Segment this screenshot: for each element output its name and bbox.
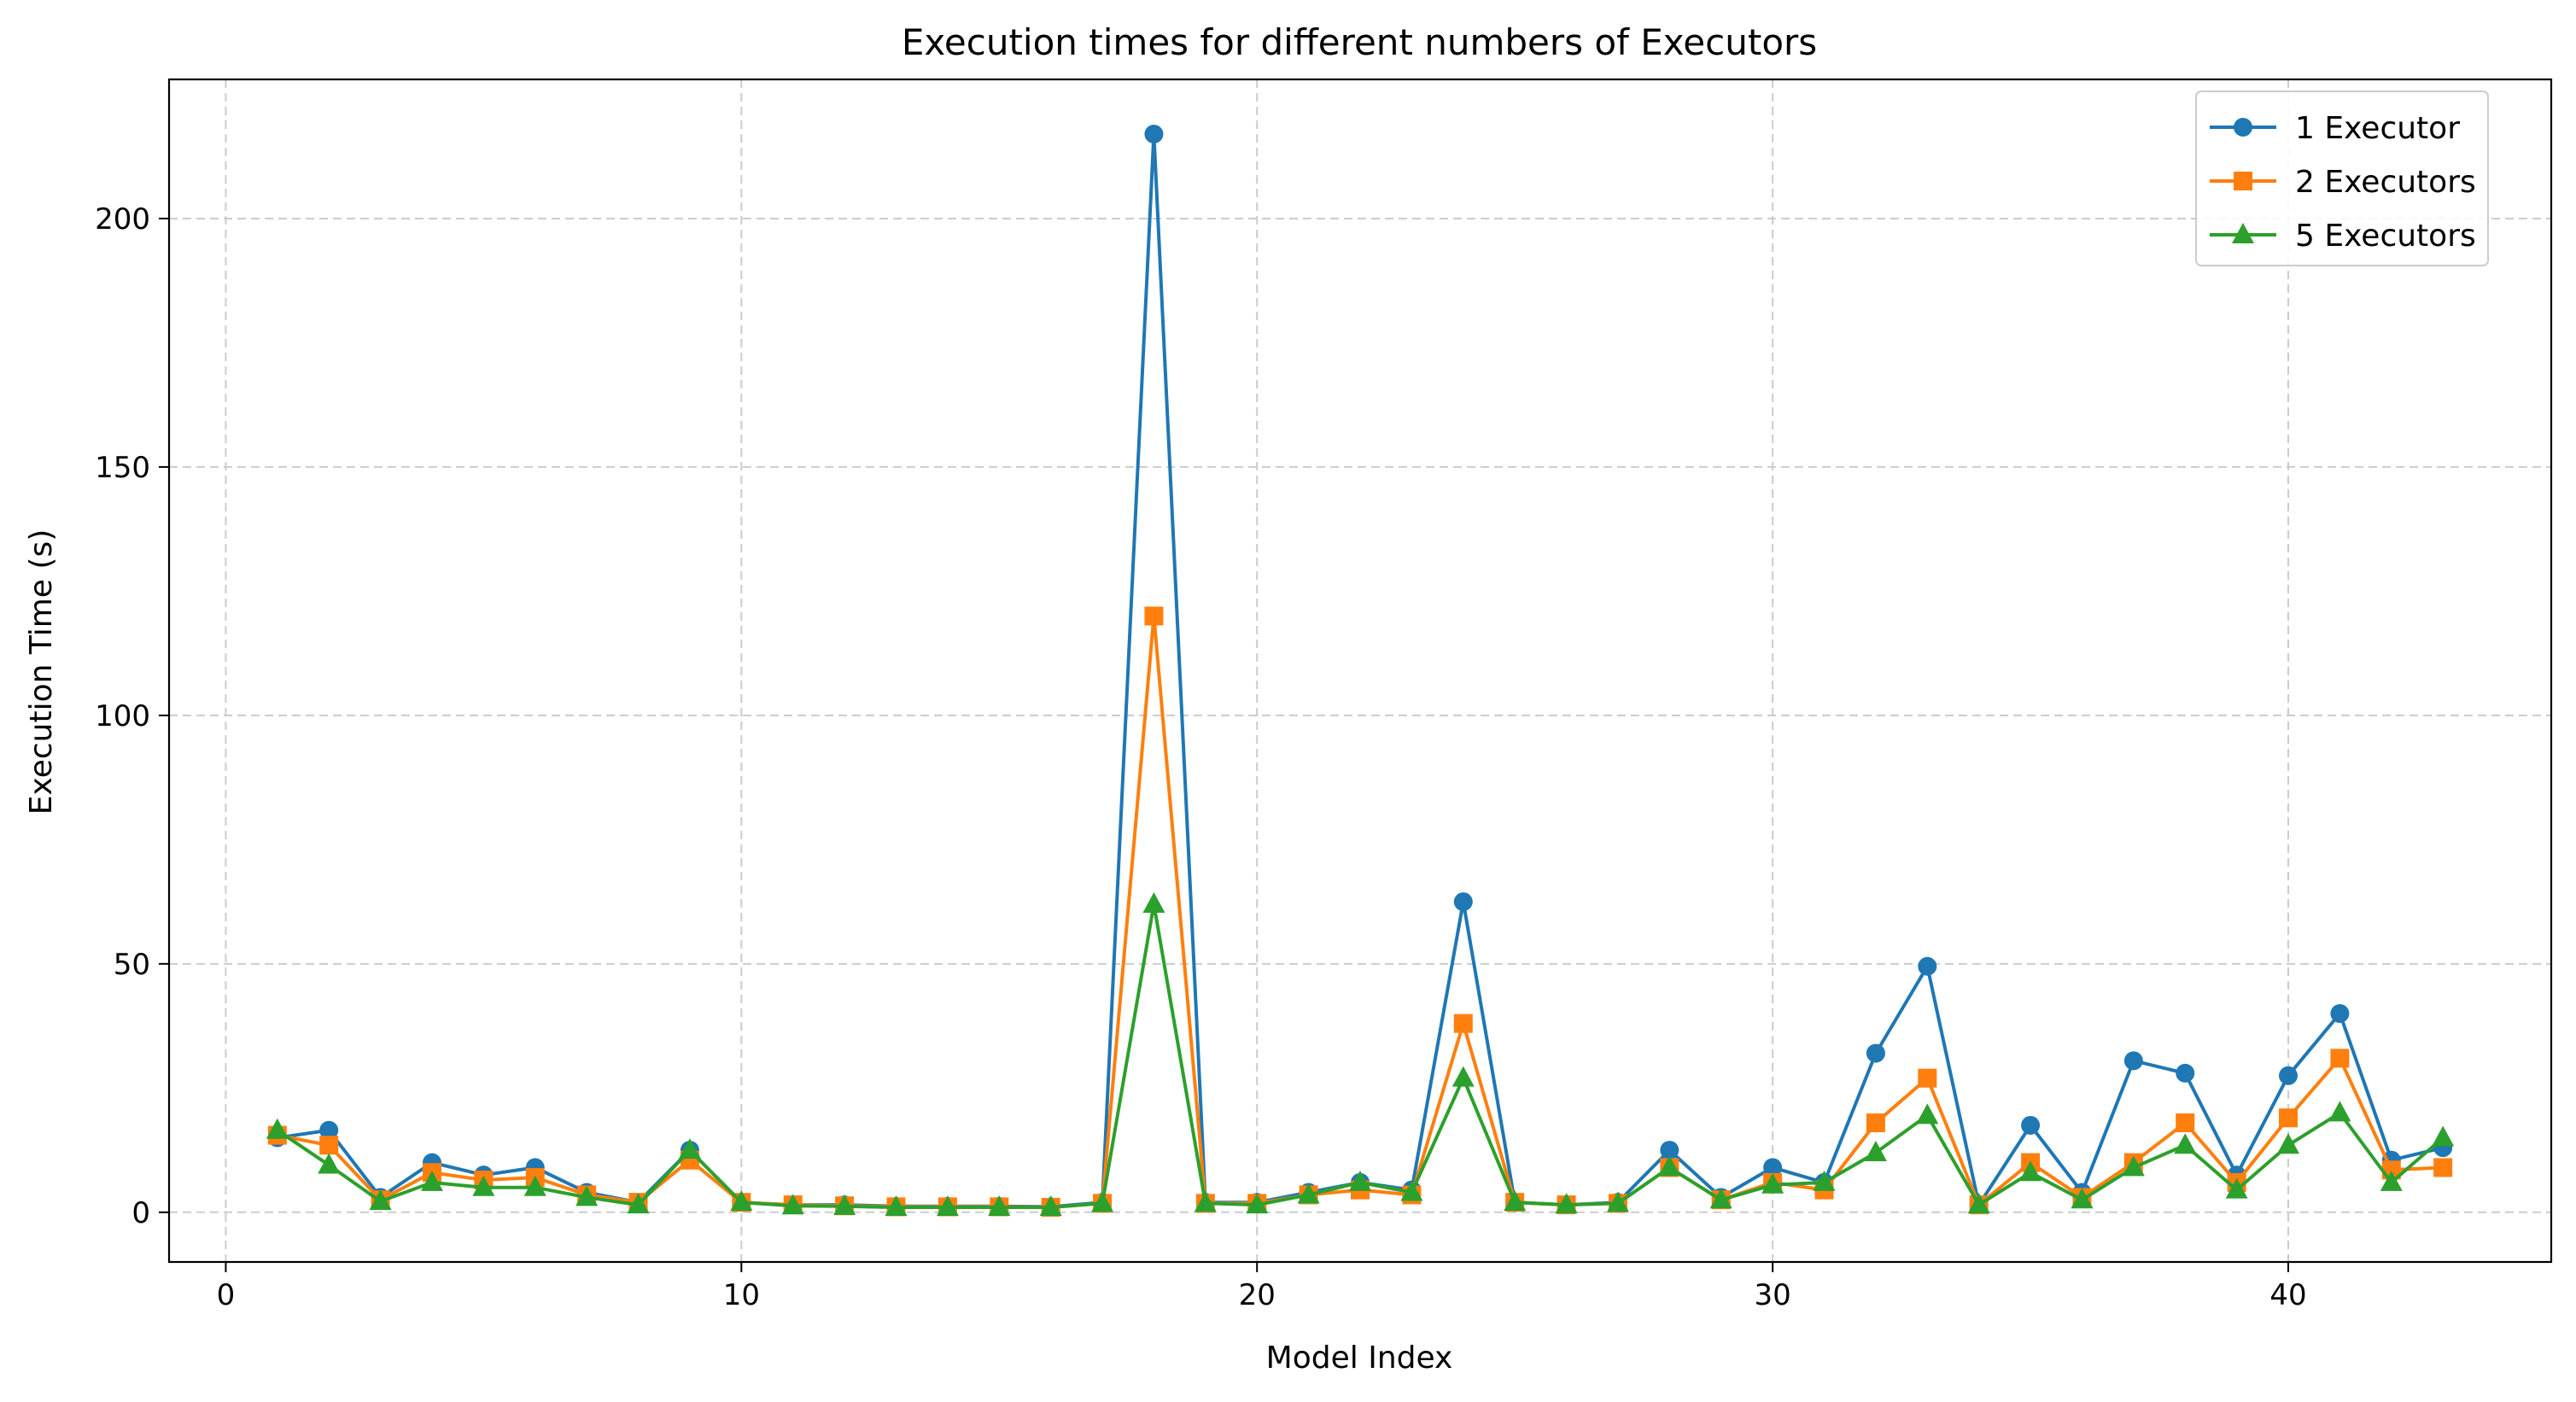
data-point: [730, 1190, 753, 1212]
data-point: [1916, 1103, 1939, 1125]
data-point: [2330, 1049, 2350, 1068]
data-point: [1555, 1193, 1578, 1214]
data-point: [319, 1136, 339, 1155]
data-point: [1144, 125, 1164, 144]
data-point: [1866, 1043, 1885, 1063]
data-point: [318, 1153, 341, 1174]
data-point: [1918, 1068, 1937, 1088]
data-point: [2433, 1158, 2453, 1177]
legend-swatch-marker: [2234, 172, 2252, 190]
x-tick-label: 30: [1754, 1278, 1790, 1312]
y-tick-label: 50: [114, 948, 150, 982]
data-point: [1452, 1066, 1475, 1087]
legend-label: 2 Executors: [2295, 165, 2476, 200]
chart-title: Execution times for different numbers of…: [902, 21, 1817, 63]
legend-swatch-marker: [2234, 118, 2252, 137]
data-point: [936, 1195, 959, 1216]
data-point: [2174, 1133, 2197, 1154]
data-point: [266, 1118, 289, 1139]
legend-box: [2195, 91, 2489, 266]
data-point: [1658, 1155, 1681, 1177]
y-axis-label: Execution Time (s): [24, 529, 59, 815]
data-point: [1194, 1191, 1217, 1212]
data-point: [781, 1194, 804, 1215]
y-tick-label: 150: [95, 451, 150, 485]
data-point: [1864, 1140, 1887, 1161]
legend-swatch-marker: [2232, 223, 2254, 243]
data-point: [319, 1120, 339, 1140]
data-point: [1039, 1195, 1062, 1216]
plot-frame: [167, 78, 2553, 1264]
data-point: [2380, 1170, 2403, 1191]
data-point: [1144, 606, 1164, 626]
data-point: [2021, 1115, 2041, 1135]
data-point: [2279, 1066, 2299, 1085]
data-point: [1660, 1141, 1679, 1160]
data-point: [2328, 1101, 2351, 1122]
data-point: [523, 1175, 546, 1196]
x-tick-label: 0: [217, 1278, 236, 1312]
data-point: [1400, 1180, 1423, 1201]
data-point: [575, 1185, 599, 1206]
data-point: [1918, 956, 1937, 976]
data-point: [1606, 1191, 1629, 1212]
axis-ticks: 0 10 20 30 40 0 50 100 150 200: [95, 202, 2307, 1312]
data-point: [1813, 1170, 1836, 1191]
legend-label: 5 Executors: [2295, 219, 2476, 254]
data-point: [1453, 1014, 1473, 1033]
data-point: [2019, 1160, 2042, 1182]
y-tick-label: 200: [95, 202, 150, 237]
data-point: [1504, 1190, 1527, 1212]
data-point: [1709, 1188, 1732, 1209]
data-point: [2225, 1177, 2248, 1199]
x-tick-label: 20: [1239, 1278, 1276, 1312]
data-point: [2071, 1188, 2094, 1209]
data-point: [2176, 1113, 2195, 1133]
legend: 1 Executor 2 Executors 5 Executors: [2195, 91, 2489, 266]
data-point: [1142, 892, 1165, 914]
data-point: [1349, 1170, 1371, 1191]
series-3: [266, 892, 2455, 1216]
data-point: [420, 1170, 443, 1191]
data-point: [1297, 1183, 1320, 1204]
data-point: [885, 1195, 908, 1216]
data-point: [1866, 1113, 1885, 1133]
data-point: [988, 1195, 1011, 1216]
y-tick-label: 0: [131, 1196, 150, 1230]
data-point: [2176, 1063, 2195, 1083]
data-point: [2122, 1155, 2145, 1177]
y-tick-label: 100: [95, 699, 150, 733]
data-point: [1761, 1172, 1785, 1194]
data-point: [1246, 1193, 1269, 1214]
data-point: [2432, 1125, 2455, 1147]
x-axis-label: Model Index: [1266, 1341, 1453, 1376]
data-point: [678, 1138, 701, 1160]
data-point: [2330, 1004, 2350, 1024]
data-point: [2123, 1051, 2143, 1071]
data-point: [1967, 1193, 1990, 1214]
x-tick-label: 10: [723, 1278, 760, 1312]
grid-lines: [169, 79, 2551, 1262]
data-point: [1091, 1191, 1114, 1212]
data-point: [369, 1189, 392, 1211]
data-point: [472, 1175, 495, 1196]
data-point: [1763, 1158, 1783, 1177]
data-point: [2277, 1133, 2300, 1154]
data-point: [2279, 1108, 2299, 1128]
series-lines: [266, 125, 2455, 1217]
data-point: [833, 1194, 856, 1215]
data-point: [627, 1193, 650, 1214]
data-point: [1453, 892, 1473, 912]
legend-label: 1 Executor: [2295, 111, 2460, 146]
x-tick-label: 40: [2269, 1278, 2306, 1312]
